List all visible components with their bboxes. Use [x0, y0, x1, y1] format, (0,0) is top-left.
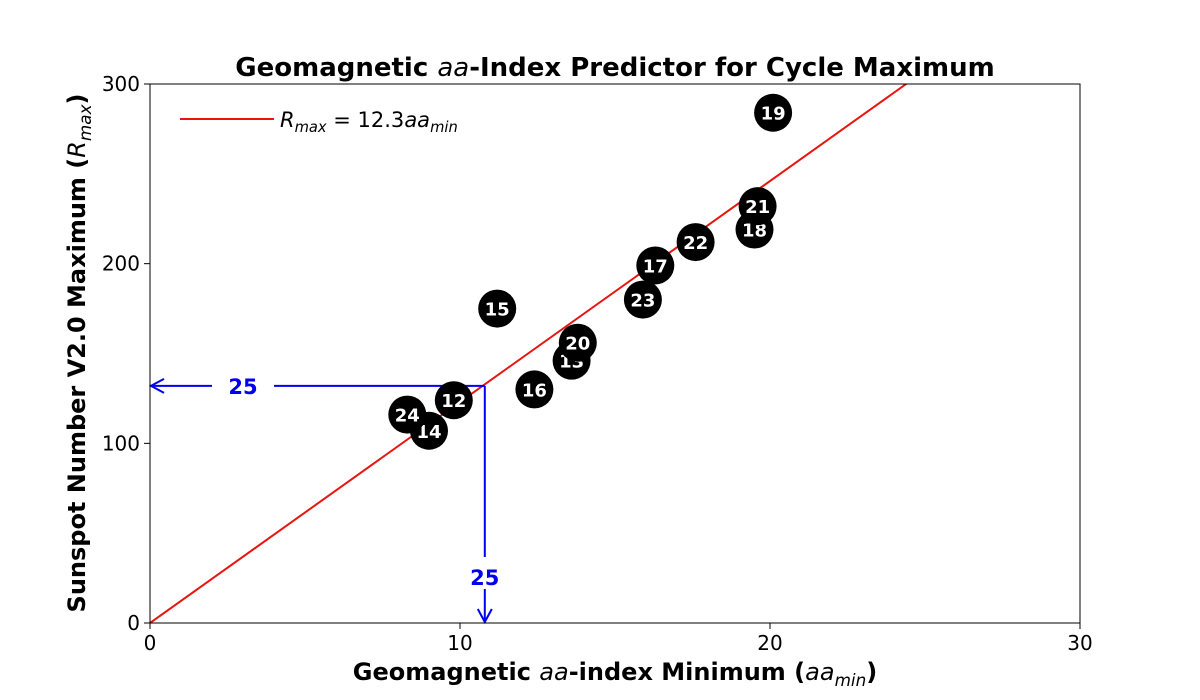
data-point-marker: [388, 395, 427, 434]
x-tick-label: 10: [447, 631, 472, 655]
data-point-cycle-23: 23: [623, 280, 662, 319]
data-point-label: 16: [522, 380, 547, 401]
data-point-cycle-22: 22: [676, 223, 715, 262]
data-point-cycle-24: 24: [388, 395, 427, 434]
chart-title: Geomagnetic aa-Index Predictor for Cycle…: [235, 53, 994, 83]
data-point-label: 18: [742, 221, 767, 242]
y-tick-label: 0: [127, 611, 140, 635]
fit-line: [150, 84, 908, 623]
data-point-marker: [623, 280, 662, 319]
data-point-marker: [636, 246, 675, 285]
y-tick-label: 300: [102, 72, 140, 96]
prediction-down-arrowhead: [476, 608, 493, 625]
data-point-cycle-19: 19: [754, 93, 793, 132]
data-point-cycle-21: 21: [738, 187, 777, 226]
data-point-marker: [754, 93, 793, 132]
legend-label: Rmax = 12.3aamin: [280, 108, 458, 136]
prediction-x-label: 25: [470, 566, 499, 590]
data-point-label: 20: [565, 334, 590, 355]
data-point-cycle-12: 12: [434, 381, 473, 420]
data-point-cycle-16: 16: [515, 370, 554, 409]
data-point-label: 12: [441, 391, 466, 412]
data-point-cycle-17: 17: [636, 246, 675, 285]
data-point-marker: [738, 187, 777, 226]
prediction-y-label: 25: [228, 375, 257, 399]
data-point-label: 14: [416, 422, 441, 443]
data-point-marker: [515, 370, 554, 409]
data-point-label: 21: [745, 197, 770, 218]
data-point-marker: [558, 323, 597, 362]
data-point-cycle-20: 20: [558, 323, 597, 362]
x-tick-label: 0: [144, 631, 157, 655]
prediction-left-arrowhead: [148, 377, 165, 394]
prediction-annotation: 25 25: [148, 375, 499, 625]
legend: Rmax = 12.3aamin: [180, 108, 458, 136]
data-point-label: 23: [630, 291, 655, 312]
x-tick-label: 20: [757, 631, 782, 655]
data-point-label: 17: [643, 256, 668, 277]
data-point-label: 15: [485, 300, 510, 321]
y-tick-label: 100: [102, 431, 140, 455]
y-axis-label: Sunspot Number V2.0 Maximum (Rmax): [63, 94, 95, 613]
data-point-cycle-15: 15: [478, 289, 517, 328]
y-tick-label: 200: [102, 252, 140, 276]
data-point-marker: [676, 223, 715, 262]
data-point-label: 19: [761, 104, 786, 125]
plot-frame: [149, 83, 1081, 624]
data-point-label: 22: [683, 233, 708, 254]
data-point-label: 24: [395, 406, 420, 427]
data-point-marker: [478, 289, 517, 328]
x-axis-label: Geomagnetic aa-index Minimum (aamin): [353, 658, 877, 690]
data-point-marker: [434, 381, 473, 420]
x-tick-label: 30: [1067, 631, 1092, 655]
